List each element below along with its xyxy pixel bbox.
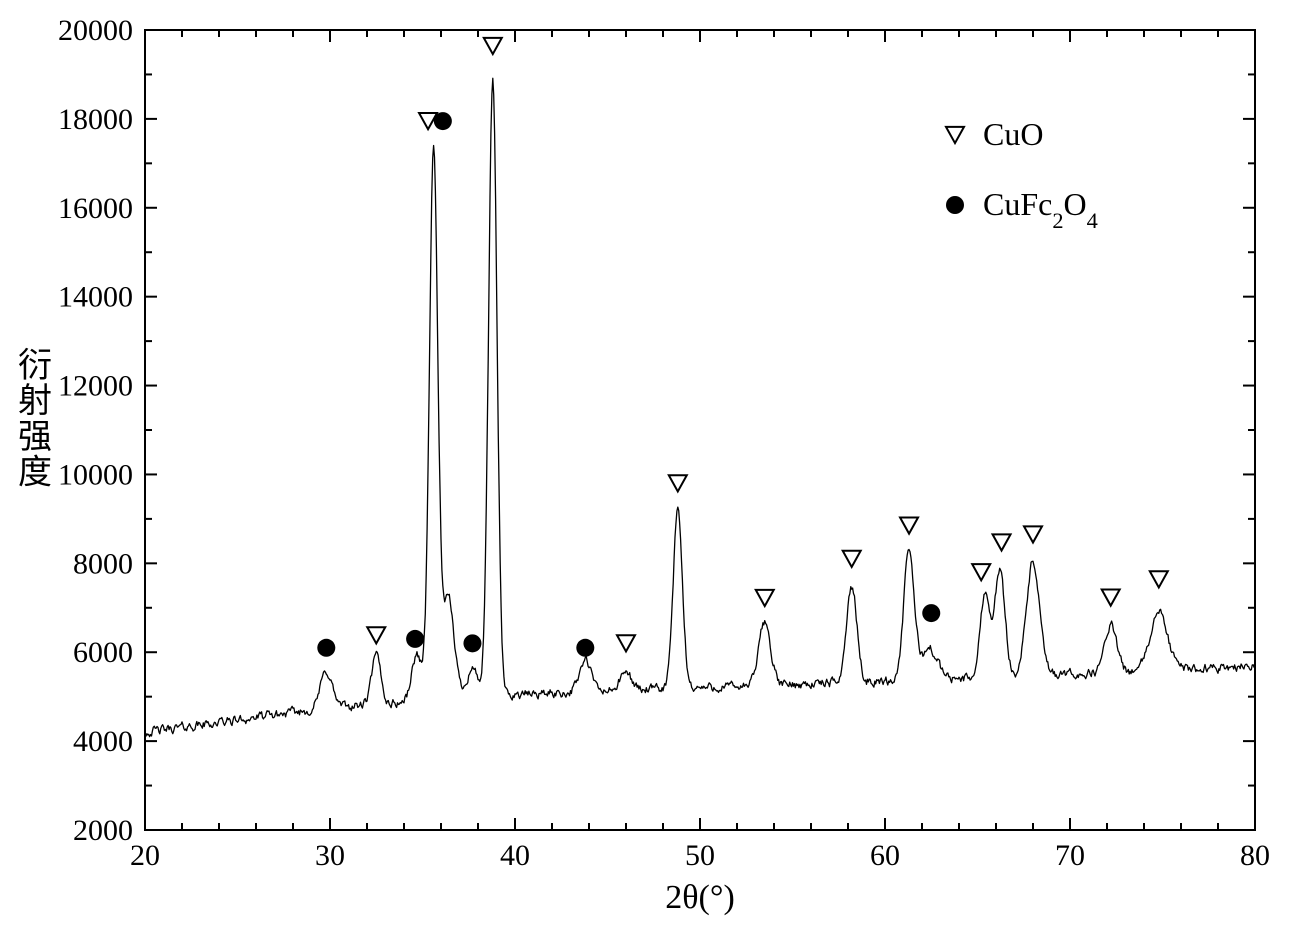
svg-text:80: 80: [1240, 839, 1270, 872]
svg-text:4000: 4000: [73, 725, 133, 758]
svg-text:10000: 10000: [58, 458, 133, 491]
svg-text:6000: 6000: [73, 636, 133, 669]
svg-text:12000: 12000: [58, 370, 133, 403]
svg-text:60: 60: [870, 839, 900, 872]
svg-text:40: 40: [500, 839, 530, 872]
svg-text:衍射强度: 衍射强度: [18, 346, 52, 491]
svg-text:70: 70: [1055, 839, 1085, 872]
svg-text:8000: 8000: [73, 547, 133, 580]
svg-text:20000: 20000: [58, 14, 133, 47]
svg-text:18000: 18000: [58, 103, 133, 136]
svg-text:30: 30: [315, 839, 345, 872]
xrd-chart: 20 30 40 50 60 70 80 2000 4000 6000 8000 10000 12000…: [0, 0, 1296, 928]
svg-text:14000: 14000: [58, 281, 133, 314]
svg-text:16000: 16000: [58, 192, 133, 225]
svg-text:20: 20: [130, 839, 160, 872]
svg-text:50: 50: [685, 839, 715, 872]
svg-text:2000: 2000: [73, 814, 133, 847]
svg-text:CuO: CuO: [983, 116, 1043, 152]
svg-text:2θ(°): 2θ(°): [665, 879, 735, 916]
